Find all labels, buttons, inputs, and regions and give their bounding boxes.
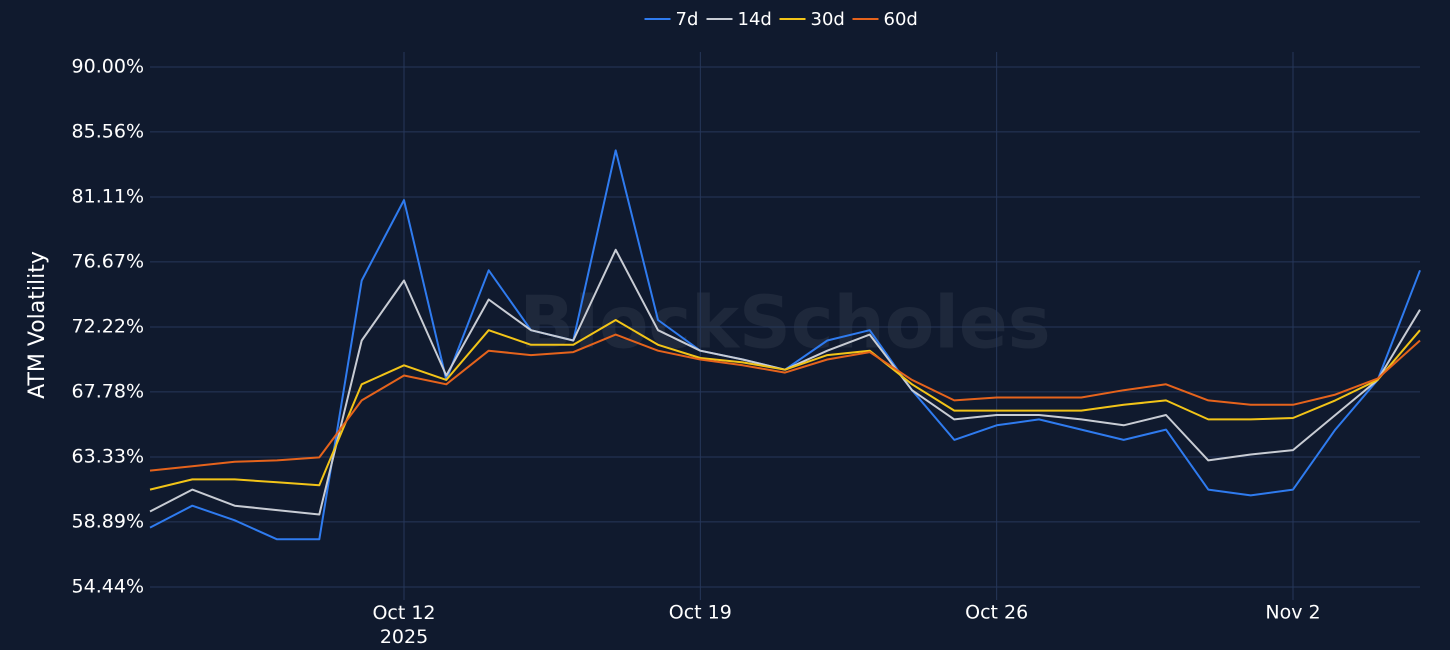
y-tick-label: 54.44% xyxy=(72,575,144,597)
y-tick-label: 85.56% xyxy=(72,120,144,142)
legend-label: 7d xyxy=(676,9,699,30)
y-axis-label: ATM Volatility xyxy=(25,251,50,399)
legend: 7d 14d 30d 60d xyxy=(644,9,918,30)
x-tick-label: Nov 2 xyxy=(1265,602,1320,624)
legend-label: 60d xyxy=(884,9,918,30)
y-tick-label: 81.11% xyxy=(72,186,144,208)
y-tick-label: 72.22% xyxy=(72,315,144,337)
x-tick-label: Oct 26 xyxy=(965,602,1028,624)
legend-label: 14d xyxy=(738,9,772,30)
grid xyxy=(150,52,1420,600)
y-tick-label: 90.00% xyxy=(72,56,144,78)
x-tick-label: Oct 12 2025 xyxy=(372,602,435,648)
y-tick-label: 63.33% xyxy=(72,445,144,467)
y-tick-label: 76.67% xyxy=(72,250,144,272)
series-line xyxy=(149,333,1421,472)
x-tick-label: Oct 19 xyxy=(669,602,732,624)
series-line xyxy=(149,319,1421,491)
y-tick-label: 58.89% xyxy=(72,510,144,532)
y-tick-label: 67.78% xyxy=(72,380,144,402)
legend-label: 30d xyxy=(811,9,845,30)
watermark: BlockScholes xyxy=(519,281,1050,365)
